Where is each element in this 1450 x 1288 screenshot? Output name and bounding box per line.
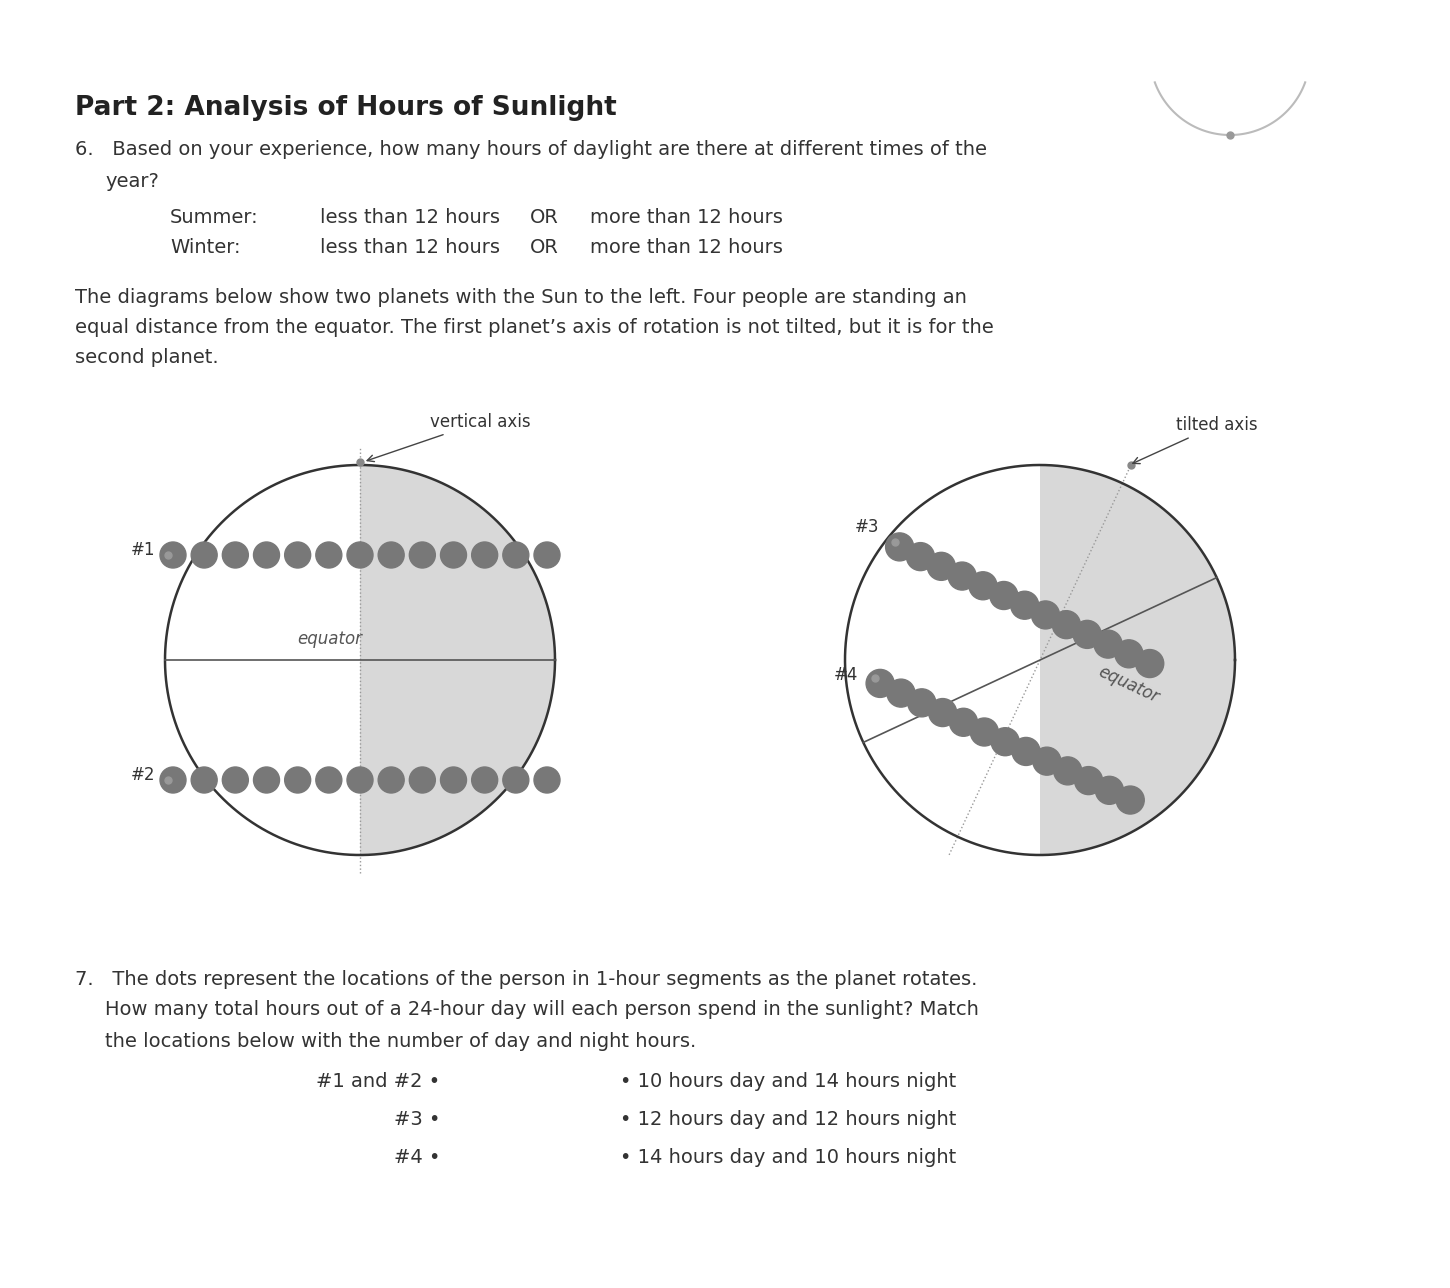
Text: OR: OR xyxy=(531,207,558,227)
Circle shape xyxy=(316,542,342,568)
Circle shape xyxy=(471,542,497,568)
Circle shape xyxy=(1115,640,1143,667)
Circle shape xyxy=(378,766,405,793)
Circle shape xyxy=(948,562,976,590)
Text: vertical axis: vertical axis xyxy=(367,413,531,461)
Text: #4: #4 xyxy=(834,666,858,684)
Circle shape xyxy=(1053,611,1080,639)
Text: #1 and #2 •: #1 and #2 • xyxy=(316,1072,439,1091)
Text: less than 12 hours: less than 12 hours xyxy=(320,207,500,227)
Polygon shape xyxy=(1040,465,1235,855)
Circle shape xyxy=(534,542,560,568)
Text: year?: year? xyxy=(104,173,160,191)
Circle shape xyxy=(1012,738,1040,765)
Circle shape xyxy=(887,679,915,707)
Circle shape xyxy=(928,698,957,726)
Circle shape xyxy=(992,728,1019,756)
Circle shape xyxy=(1032,747,1061,775)
Circle shape xyxy=(969,572,998,600)
Text: #4 •: #4 • xyxy=(393,1148,439,1167)
Circle shape xyxy=(534,766,560,793)
Circle shape xyxy=(1095,777,1124,804)
Circle shape xyxy=(347,766,373,793)
Text: equal distance from the equator. The first planet’s axis of rotation is not tilt: equal distance from the equator. The fir… xyxy=(75,318,993,337)
Circle shape xyxy=(1116,786,1144,814)
Circle shape xyxy=(284,542,310,568)
Circle shape xyxy=(222,766,248,793)
Circle shape xyxy=(191,766,218,793)
Circle shape xyxy=(1054,757,1082,784)
Circle shape xyxy=(503,542,529,568)
Circle shape xyxy=(970,717,999,746)
Text: 6.   Based on your experience, how many hours of daylight are there at different: 6. Based on your experience, how many ho… xyxy=(75,140,987,158)
Circle shape xyxy=(441,542,467,568)
Circle shape xyxy=(1031,601,1060,629)
Circle shape xyxy=(866,670,895,697)
Circle shape xyxy=(160,766,186,793)
Circle shape xyxy=(284,766,310,793)
Text: second planet.: second planet. xyxy=(75,348,219,367)
Circle shape xyxy=(160,542,186,568)
Text: Summer:: Summer: xyxy=(170,207,258,227)
Circle shape xyxy=(886,533,914,560)
Text: Part 2: Analysis of Hours of Sunlight: Part 2: Analysis of Hours of Sunlight xyxy=(75,95,616,121)
Circle shape xyxy=(1135,649,1164,677)
Text: #3 •: #3 • xyxy=(393,1110,439,1130)
Circle shape xyxy=(471,766,497,793)
Circle shape xyxy=(1095,630,1122,658)
Text: The diagrams below show two planets with the Sun to the left. Four people are st: The diagrams below show two planets with… xyxy=(75,289,967,307)
Text: OR: OR xyxy=(531,238,558,258)
Circle shape xyxy=(990,581,1018,609)
Text: • 12 hours day and 12 hours night: • 12 hours day and 12 hours night xyxy=(621,1110,957,1130)
Text: How many total hours out of a 24-hour day will each person spend in the sunlight: How many total hours out of a 24-hour da… xyxy=(104,999,979,1019)
Text: 7.   The dots represent the locations of the person in 1-hour segments as the pl: 7. The dots represent the locations of t… xyxy=(75,970,977,989)
Circle shape xyxy=(908,689,935,717)
Text: equator: equator xyxy=(297,630,362,648)
Text: Winter:: Winter: xyxy=(170,238,241,258)
Polygon shape xyxy=(360,465,555,855)
Circle shape xyxy=(441,766,467,793)
Circle shape xyxy=(1073,621,1101,648)
Circle shape xyxy=(1011,591,1038,620)
Circle shape xyxy=(378,542,405,568)
Text: more than 12 hours: more than 12 hours xyxy=(590,207,783,227)
Text: tilted axis: tilted axis xyxy=(1132,416,1257,464)
Circle shape xyxy=(409,542,435,568)
Text: more than 12 hours: more than 12 hours xyxy=(590,238,783,258)
Text: #1: #1 xyxy=(130,541,155,559)
Circle shape xyxy=(347,542,373,568)
Circle shape xyxy=(316,766,342,793)
Text: equator: equator xyxy=(1095,663,1161,707)
Circle shape xyxy=(191,542,218,568)
Circle shape xyxy=(950,708,977,737)
Text: • 10 hours day and 14 hours night: • 10 hours day and 14 hours night xyxy=(621,1072,956,1091)
Text: less than 12 hours: less than 12 hours xyxy=(320,238,500,258)
Circle shape xyxy=(409,766,435,793)
Circle shape xyxy=(503,766,529,793)
Circle shape xyxy=(1074,766,1102,795)
Text: • 14 hours day and 10 hours night: • 14 hours day and 10 hours night xyxy=(621,1148,956,1167)
Circle shape xyxy=(254,542,280,568)
Circle shape xyxy=(928,553,956,581)
Circle shape xyxy=(254,766,280,793)
Circle shape xyxy=(906,542,934,571)
Text: the locations below with the number of day and night hours.: the locations below with the number of d… xyxy=(104,1032,696,1051)
Text: #2: #2 xyxy=(130,766,155,784)
Text: #3: #3 xyxy=(856,518,880,536)
Circle shape xyxy=(222,542,248,568)
